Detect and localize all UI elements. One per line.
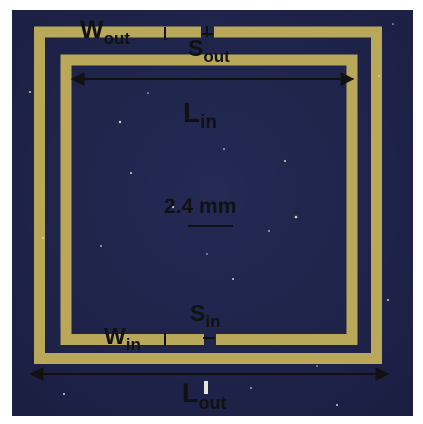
l-out-label: Lout xyxy=(182,378,226,413)
outer-ring xyxy=(34,26,382,364)
l-in-label: Lin xyxy=(183,97,217,133)
dust-specks xyxy=(29,23,394,406)
inner-ring xyxy=(60,54,358,345)
s-out-label: Sout xyxy=(188,35,230,66)
w-in-label: Win xyxy=(104,323,141,354)
l-out-tick xyxy=(204,381,208,394)
scale-label: 2.4 mm xyxy=(164,195,236,218)
annotation-marks xyxy=(29,26,390,381)
s-in-label: Sin xyxy=(190,300,220,331)
w-out-label: Wout xyxy=(80,16,130,48)
